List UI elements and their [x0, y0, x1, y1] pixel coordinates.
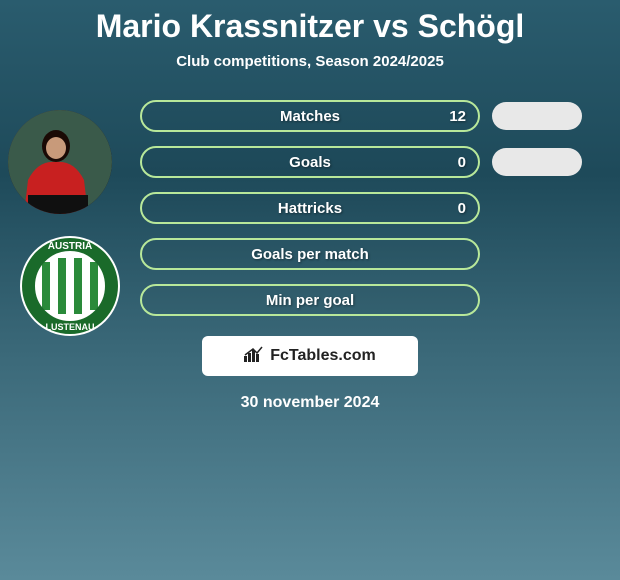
stat-bar: Matches 12 [140, 100, 480, 132]
svg-text:LUSTENAU: LUSTENAU [46, 322, 95, 332]
stat-label: Goals per match [251, 246, 369, 263]
stat-label: Hattricks [278, 200, 342, 217]
stat-bar: Goals per match [140, 238, 480, 270]
player-silhouette-icon [8, 110, 112, 214]
club-badge-icon: AUSTRIA LUSTENAU [20, 226, 120, 346]
stat-bar: Min per goal [140, 284, 480, 316]
stat-label: Goals [289, 154, 331, 171]
stat-value: 0 [458, 154, 466, 171]
stat-label: Min per goal [266, 292, 354, 309]
stat-bar: Hattricks 0 [140, 192, 480, 224]
stat-row: Goals 0 [140, 146, 600, 178]
subtitle: Club competitions, Season 2024/2025 [0, 53, 620, 70]
stat-row: Hattricks 0 [140, 192, 600, 224]
stats-section: AUSTRIA LUSTENAU Matches12Goals0Hattrick… [0, 100, 620, 412]
stat-row: Min per goal [140, 284, 600, 316]
stat-label: Matches [280, 108, 340, 125]
logo-text: FcTables.com [270, 347, 376, 365]
comparison-pill [492, 148, 582, 176]
comparison-pill [492, 102, 582, 130]
page-title: Mario Krassnitzer vs Schögl [0, 0, 620, 45]
stat-value: 0 [458, 200, 466, 217]
stat-value: 12 [449, 108, 466, 125]
fctables-logo[interactable]: FcTables.com [202, 336, 418, 376]
stat-row: Matches 12 [140, 100, 600, 132]
player-avatar [8, 110, 112, 214]
date-label: 30 november 2024 [0, 394, 620, 412]
stat-row: Goals per match [140, 238, 600, 270]
club-badge: AUSTRIA LUSTENAU [20, 226, 120, 346]
chart-icon [244, 346, 264, 367]
stat-bar: Goals 0 [140, 146, 480, 178]
